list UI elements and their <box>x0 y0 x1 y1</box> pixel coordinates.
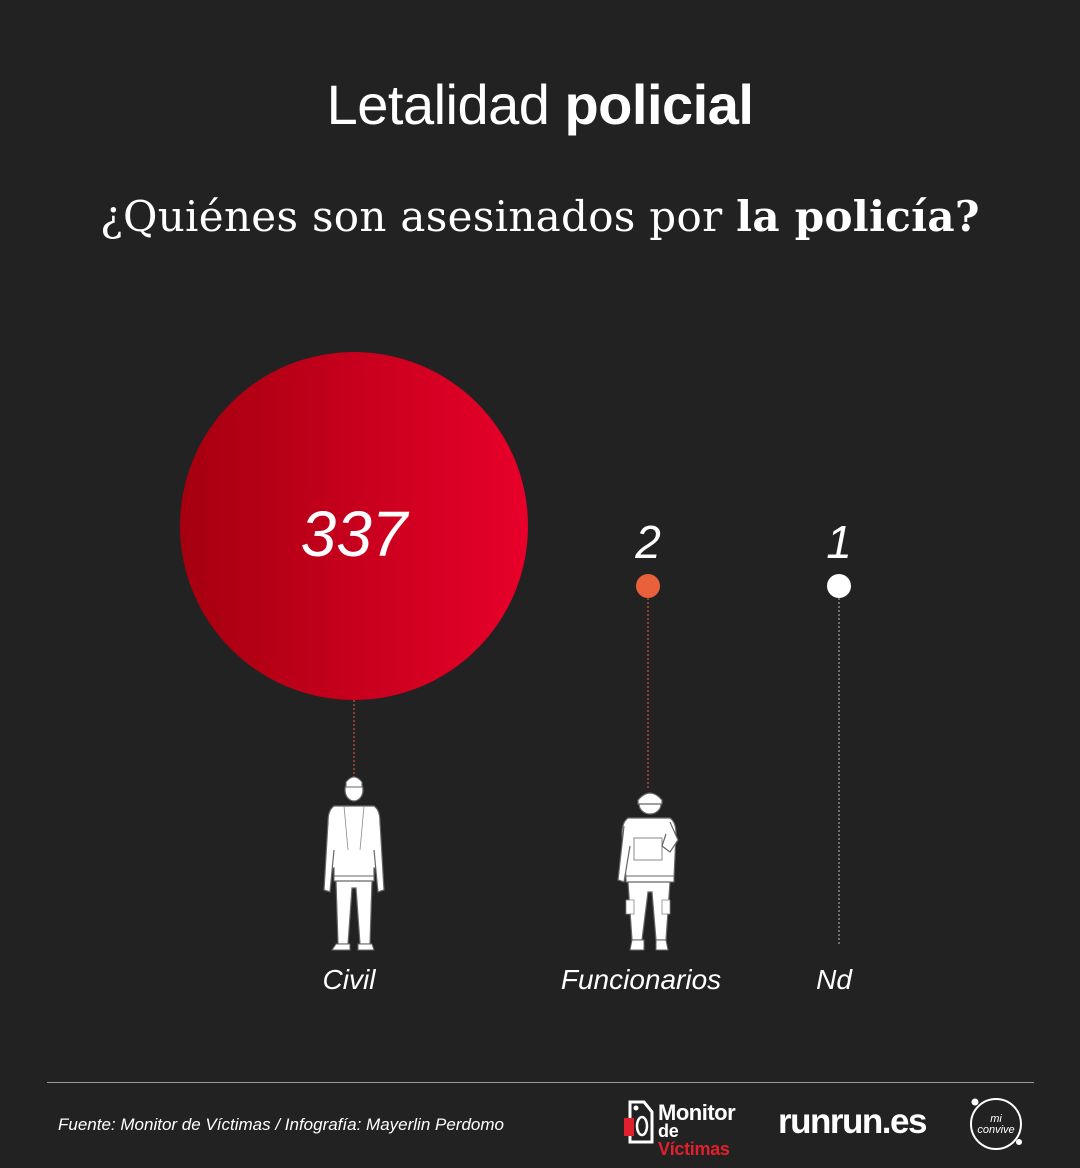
officer-figure-icon <box>617 792 679 951</box>
footer-divider <box>47 1082 1034 1083</box>
title-light: Letalidad <box>326 73 550 136</box>
civilian-figure-icon <box>323 776 385 951</box>
bubble-civil <box>180 352 528 700</box>
monitor-logo-line1: Monitor <box>658 1100 736 1125</box>
bubble-funcionarios <box>636 574 660 598</box>
convive-logo-line2: convive <box>977 1124 1015 1136</box>
convive-logo-text: mi convive <box>966 1114 1026 1136</box>
footprint-tag-icon <box>624 1100 654 1144</box>
convive-ring-icon <box>970 1098 1022 1150</box>
source-credit: Fuente: Monitor de Víctimas / Infografía… <box>58 1115 504 1134</box>
bubble-nd <box>827 574 851 598</box>
value-label-nd: 1 <box>826 516 852 568</box>
bubble-chart: 337 Civil 2 Funcionarios 1 Nd <box>180 352 853 995</box>
monitor-logo-line2: de Víctimas <box>658 1122 754 1158</box>
runrunes-logo: runrun.es <box>778 1102 927 1141</box>
value-label-funcionarios: 2 <box>634 516 661 568</box>
category-label-nd: Nd <box>816 964 853 995</box>
monitor-logo-de: de <box>658 1121 679 1141</box>
title-bold: policial <box>564 73 754 136</box>
monitor-logo-victimas: Víctimas <box>658 1139 730 1159</box>
subtitle-light: ¿Quiénes son asesinados por <box>100 192 723 241</box>
chart-title: Letalidad policial <box>0 72 1080 137</box>
category-label-funcionarios: Funcionarios <box>561 964 721 995</box>
category-label-civil: Civil <box>323 964 377 995</box>
value-label-civil: 337 <box>301 498 410 570</box>
convive-logo: mi convive <box>966 1096 1026 1152</box>
chart-subtitle: ¿Quiénes son asesinados por la policía? <box>0 192 1080 241</box>
monitor-de-victimas-logo: Monitor de Víctimas <box>622 1094 754 1158</box>
subtitle-bold: la policía? <box>736 192 980 241</box>
convive-logo-line1: mi <box>990 1113 1002 1125</box>
